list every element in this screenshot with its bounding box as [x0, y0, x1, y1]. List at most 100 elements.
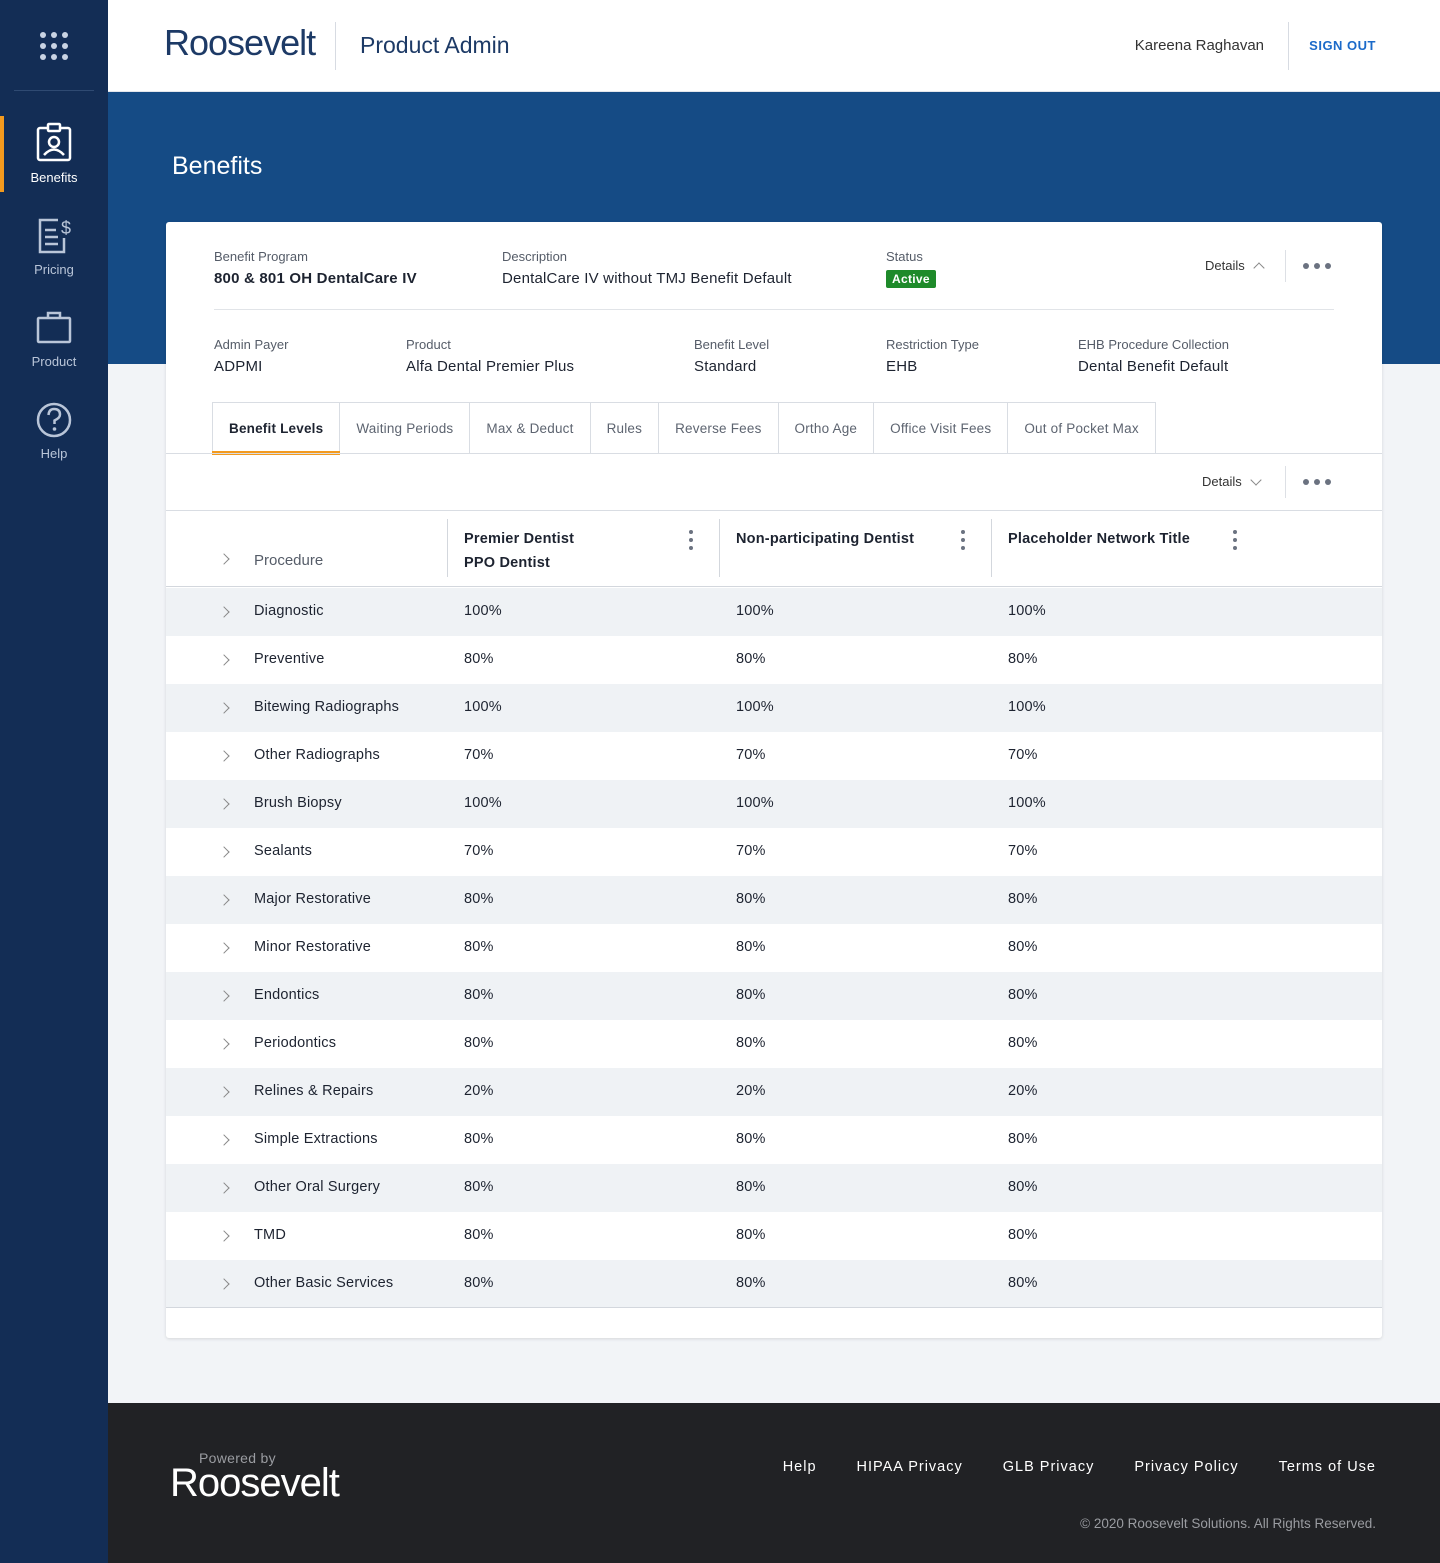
chevron-right-icon[interactable] [218, 846, 230, 858]
column-subtitle: PPO Dentist [464, 555, 550, 571]
chevron-right-icon[interactable] [218, 606, 230, 618]
coverage-cell: 80% [464, 987, 494, 1003]
roosevelt-logo[interactable]: Roosevelt [164, 22, 316, 63]
sidebar-item-label: Benefits [30, 170, 78, 185]
procedure-cell: Preventive [254, 651, 325, 667]
coverage-cell: 20% [464, 1083, 494, 1099]
column-menu-icon[interactable] [960, 530, 968, 552]
more-options-icon[interactable] [1303, 262, 1333, 270]
tab-rules[interactable]: Rules [591, 403, 660, 454]
column-title: Premier Dentist [464, 531, 575, 547]
table-row[interactable]: Brush Biopsy 100% 100% 100% [166, 780, 1382, 828]
coverage-cell: 70% [1008, 843, 1038, 859]
table-row[interactable]: Preventive 80% 80% 80% [166, 636, 1382, 684]
procedure-column-header[interactable]: Procedure [254, 552, 324, 569]
sidebar-item-product[interactable]: Product [0, 300, 108, 376]
footer-link-glb-privacy[interactable]: GLB Privacy [1002, 1459, 1095, 1475]
chevron-right-icon[interactable] [218, 654, 230, 666]
table-details-toggle-button[interactable]: Details [1202, 473, 1262, 489]
tab-ortho-age[interactable]: Ortho Age [779, 403, 875, 454]
expand-all-chevron-icon[interactable] [218, 553, 230, 565]
chevron-right-icon[interactable] [218, 1134, 230, 1146]
chevron-down-icon [1250, 473, 1262, 486]
chevron-right-icon[interactable] [218, 942, 230, 954]
table-row[interactable]: Other Radiographs 70% 70% 70% [166, 732, 1382, 780]
coverage-cell: 100% [736, 795, 774, 811]
app-title: Product Admin [360, 32, 510, 58]
table-row[interactable]: Sealants 70% 70% 70% [166, 828, 1382, 876]
divider [1285, 250, 1286, 282]
coverage-cell: 80% [464, 1035, 494, 1051]
coverage-cell: 100% [1008, 795, 1046, 811]
sidebar: Benefits $ Pricing Product Help [0, 0, 108, 1563]
top-header: Roosevelt Product Admin Kareena Raghavan… [108, 0, 1440, 92]
chevron-right-icon[interactable] [218, 894, 230, 906]
tab-reverse-fees[interactable]: Reverse Fees [659, 403, 779, 454]
table-row[interactable]: Bitewing Radiographs 100% 100% 100% [166, 684, 1382, 732]
column-header-premier-dentist: Premier Dentist PPO Dentist [447, 519, 719, 577]
tab-out-of-pocket-max[interactable]: Out of Pocket Max [1024, 421, 1139, 436]
details-toggle-button[interactable]: Details [1205, 258, 1265, 274]
chevron-right-icon[interactable] [218, 1038, 230, 1050]
table-row[interactable]: Major Restorative 80% 80% 80% [166, 876, 1382, 924]
chevron-right-icon[interactable] [218, 1182, 230, 1194]
table-row[interactable]: Other Oral Surgery 80% 80% 80% [166, 1164, 1382, 1212]
field-label: Benefit Level [694, 337, 770, 352]
table-row[interactable]: TMD 80% 80% 80% [166, 1212, 1382, 1260]
status-badge: Active [886, 270, 936, 288]
table-row[interactable]: Periodontics 80% 80% 80% [166, 1020, 1382, 1068]
table-row[interactable]: Minor Restorative 80% 80% 80% [166, 924, 1382, 972]
footer-link-help[interactable]: Help [782, 1459, 817, 1475]
chevron-right-icon[interactable] [218, 798, 230, 810]
sidebar-item-pricing[interactable]: $ Pricing [0, 208, 108, 284]
sidebar-item-label: Help [40, 446, 68, 461]
footer-link-privacy-policy[interactable]: Privacy Policy [1134, 1459, 1239, 1475]
chevron-right-icon[interactable] [218, 750, 230, 762]
table-row[interactable]: Diagnostic 100% 100% 100% [166, 588, 1382, 636]
procedure-cell: Bitewing Radiographs [254, 699, 400, 715]
coverage-cell: 100% [464, 699, 502, 715]
procedure-cell: TMD [254, 1227, 287, 1243]
tab-benefit-levels[interactable]: Benefit Levels [211, 403, 341, 455]
field-label: Admin Payer [214, 337, 289, 352]
ehb-collection-field: EHB Procedure Collection Dental Benefit … [1078, 337, 1229, 375]
chevron-right-icon[interactable] [218, 1230, 230, 1242]
table-row[interactable]: Endontics 80% 80% 80% [166, 972, 1382, 1020]
coverage-cell: 80% [1008, 1179, 1038, 1195]
table-row[interactable]: Simple Extractions 80% 80% 80% [166, 1116, 1382, 1164]
footer-link-hipaa-privacy[interactable]: HIPAA Privacy [856, 1459, 963, 1475]
column-menu-icon[interactable] [1232, 530, 1240, 552]
sign-out-button[interactable]: SIGN OUT [1309, 38, 1376, 53]
coverage-cell: 20% [1008, 1083, 1038, 1099]
chevron-right-icon[interactable] [218, 702, 230, 714]
apps-grid-icon[interactable] [40, 32, 68, 60]
table-row[interactable]: Other Basic Services 80% 80% 80% [166, 1260, 1382, 1308]
coverage-cell: 80% [736, 1035, 766, 1051]
column-menu-icon[interactable] [688, 530, 696, 552]
tab-bar: Benefit Levels Waiting Periods Max & Ded… [211, 402, 1156, 455]
procedure-cell: Sealants [254, 843, 313, 859]
footer-link-terms-of-use[interactable]: Terms of Use [1278, 1459, 1376, 1475]
procedure-cell: Other Basic Services [254, 1275, 394, 1291]
chevron-right-icon[interactable] [218, 1278, 230, 1290]
product-field: Product Alfa Dental Premier Plus [406, 337, 574, 375]
tab-max-deduct[interactable]: Max & Deduct [470, 403, 591, 454]
details-label: Details [1205, 258, 1245, 273]
briefcase-icon [36, 311, 72, 344]
sidebar-item-benefits[interactable]: Benefits [0, 116, 108, 192]
footer-roosevelt-logo: Roosevelt [170, 1461, 340, 1505]
column-header-placeholder-network: Placeholder Network Title [991, 519, 1263, 577]
chevron-right-icon[interactable] [218, 1086, 230, 1098]
chevron-up-icon [1253, 261, 1265, 274]
divider [166, 510, 1382, 511]
coverage-cell: 80% [464, 1179, 494, 1195]
more-options-icon[interactable] [1303, 478, 1333, 486]
field-label: Description [502, 249, 568, 264]
table-row[interactable]: Relines & Repairs 20% 20% 20% [166, 1068, 1382, 1116]
chevron-right-icon[interactable] [218, 990, 230, 1002]
ehb-collection-value: Dental Benefit Default [1078, 358, 1229, 375]
sidebar-item-label: Product [31, 354, 77, 369]
tab-office-visit-fees[interactable]: Office Visit Fees [874, 403, 1009, 454]
tab-waiting-periods[interactable]: Waiting Periods [340, 403, 471, 454]
sidebar-item-help[interactable]: Help [0, 392, 108, 468]
